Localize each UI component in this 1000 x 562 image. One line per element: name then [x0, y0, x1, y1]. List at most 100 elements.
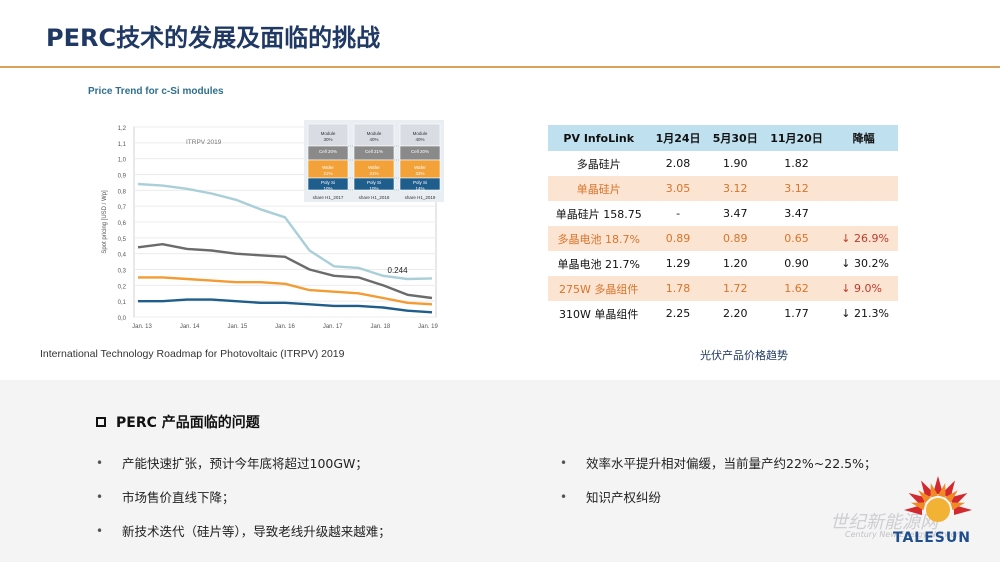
table-cell: 0.89: [706, 226, 764, 251]
chart-canvas: 1,2 1,1 1,0 0,9 0,8 0,7 0,6 0,5 0,4 0,3 0,2 0,1 0,0 S…: [102, 120, 444, 330]
table-cell: 单晶硅片 158.75: [548, 201, 650, 226]
bullet-icon: •: [96, 489, 104, 504]
inset-segment-label: Poly Si: [321, 180, 335, 185]
x-tick-label: Jan. 15: [227, 324, 247, 330]
price-drop-cell: ↓ 30.2%: [829, 251, 898, 276]
bullet-icon: •: [96, 523, 104, 538]
bullet-icon: •: [96, 455, 104, 470]
problems-heading-text: PERC 产品面临的问题: [116, 415, 260, 431]
table-cell: 1.62: [763, 276, 830, 301]
inset-segment-label: Wafer: [414, 165, 426, 170]
y-tick-label: 1,2: [118, 126, 127, 132]
bullet-icon: •: [560, 455, 568, 470]
inset-bar-segment: [353, 177, 395, 191]
y-tick-label: 0,9: [118, 174, 127, 180]
table-cell: 单晶硅片: [548, 176, 650, 201]
price-trend-chart: Price Trend for c-Si modules 1,2 1,1 1,0 0,…: [76, 82, 460, 367]
table-row: 310W 单晶组件 2.25 2.20 1.77 ↓ 21.3%: [548, 301, 898, 326]
inset-segment-pct: 40%: [369, 137, 378, 142]
list-item: • 市场售价直线下降；: [96, 487, 235, 506]
y-tick-label: 1,1: [118, 142, 127, 148]
inset-segment-label: Cell 20%: [319, 149, 337, 154]
y-axis-label: Spot pricing [USD / Wp]: [102, 190, 108, 254]
table-header-cell: 1月24日: [649, 125, 707, 151]
inset-segment-pct: 32%: [415, 171, 424, 176]
inset-segment-label: Module: [367, 131, 382, 136]
list-item: • 新技术迭代（硅片等），导致老线升级越来越难；: [96, 521, 391, 540]
series-line: [137, 182, 433, 281]
series-line: [138, 276, 433, 306]
y-tick-label: 0,6: [118, 221, 127, 227]
price-drop-cell: ↓ 21.3%: [829, 301, 898, 326]
table-cell: 1.90: [706, 151, 764, 176]
y-tick-label: 0,5: [118, 237, 127, 243]
inset-bar-label: share H1_2018: [359, 195, 390, 200]
problem-text: 产能快速扩张，预计今年底将超过100GW；: [122, 456, 368, 471]
table-cell: 多晶电池 18.7%: [548, 226, 650, 251]
list-item: • 效率水平提升相对偏缓，当前量产约22%~22.5%；: [560, 453, 876, 472]
x-tick-label: Jan. 14: [180, 324, 200, 330]
inset-segment-pct: 10%: [369, 186, 378, 191]
table-cell: 2.25: [649, 301, 707, 326]
watermark-subtitle: Century New Energy Network: [845, 530, 964, 539]
inset-segment-label: Cell 21%: [365, 149, 383, 154]
y-tick-label: 0,4: [118, 253, 127, 259]
page-title: PERC技术的发展及面临的挑战: [46, 24, 381, 52]
y-tick-label: 0,1: [118, 300, 127, 306]
inset-segment-pct: 30%: [323, 137, 332, 142]
table-header-cell: 11月20日: [763, 125, 830, 151]
inset-segment-pct: 14%: [415, 186, 424, 191]
sun-logo-icon: [904, 476, 972, 522]
problem-text: 效率水平提升相对偏缓，当前量产约22%~22.5%；: [586, 456, 877, 471]
problems-panel: [0, 380, 1000, 562]
series-line: [138, 298, 433, 314]
table-row: 单晶硅片 3.05 3.12 3.12: [548, 176, 898, 201]
data-label: 0.244: [388, 266, 409, 275]
source-tag: ITRPV 2019: [186, 139, 222, 146]
table-header-cell: PV InfoLink: [548, 125, 650, 151]
chart-title: Price Trend for c-Si modules: [88, 86, 224, 97]
y-tick-label: 0,0: [118, 316, 127, 322]
inset-segment-pct: 21%: [323, 171, 332, 176]
table-row: 多晶电池 18.7% 0.89 0.89 0.65 ↓ 26.9%: [548, 226, 898, 251]
title-divider: [0, 66, 1000, 68]
x-tick-label: Jan. 18: [370, 324, 390, 330]
table-cell: 275W 多晶组件: [548, 276, 650, 301]
square-bullet-icon: [96, 417, 106, 427]
inset-segment-label: Poly Si: [413, 180, 427, 185]
table-header-row: PV InfoLink 1月24日 5月30日 11月20日 降幅: [548, 125, 898, 151]
x-tick-label: Jan. 17: [323, 324, 343, 330]
series-line: [137, 242, 433, 300]
y-tick-label: 1,0: [118, 158, 127, 164]
y-tick-label: 0,3: [118, 269, 127, 275]
inset-segment-pct: 40%: [415, 137, 424, 142]
x-tick-label: Jan. 19: [418, 324, 438, 330]
table-cell: 多晶硅片: [548, 151, 650, 176]
inset-segment-pct: 21%: [369, 171, 378, 176]
table-row: 多晶硅片 2.08 1.90 1.82: [548, 151, 898, 176]
x-tick-label: Jan. 16: [275, 324, 295, 330]
price-table: PV InfoLink 1月24日 5月30日 11月20日 降幅 多晶硅片 2.08 1.…: [548, 125, 898, 326]
inset-segment-label: Wafer: [322, 165, 334, 170]
problems-heading: PERC 产品面临的问题: [96, 412, 260, 432]
price-drop-cell: [829, 201, 898, 226]
table-cell: 2.08: [649, 151, 707, 176]
list-item: • 知识产权纠纷: [560, 487, 661, 506]
chart-caption: International Technology Roadmap for Pho…: [40, 348, 345, 360]
table-cell: 1.72: [706, 276, 764, 301]
table-row: 单晶硅片 158.75-3.47 3.47: [548, 201, 898, 226]
problem-text: 新技术迭代（硅片等），导致老线升级越来越难；: [122, 524, 391, 539]
table-caption: 光伏产品价格趋势: [700, 349, 788, 362]
table-cell: 3.05: [649, 176, 707, 201]
inset-segment-label: Module: [321, 131, 336, 136]
table-cell: 3.47: [706, 201, 764, 226]
watermark: 世纪新能源网: [830, 512, 938, 533]
price-drop-cell: [829, 176, 898, 201]
price-drop-cell: ↓ 9.0%: [829, 276, 898, 301]
table-cell: 1.29: [649, 251, 707, 276]
table-cell: 2.20: [706, 301, 764, 326]
x-tick-label: Jan. 13: [132, 324, 152, 330]
table-cell: 1.20: [706, 251, 764, 276]
price-drop-cell: [829, 151, 898, 176]
table-cell: 0.89: [649, 226, 707, 251]
